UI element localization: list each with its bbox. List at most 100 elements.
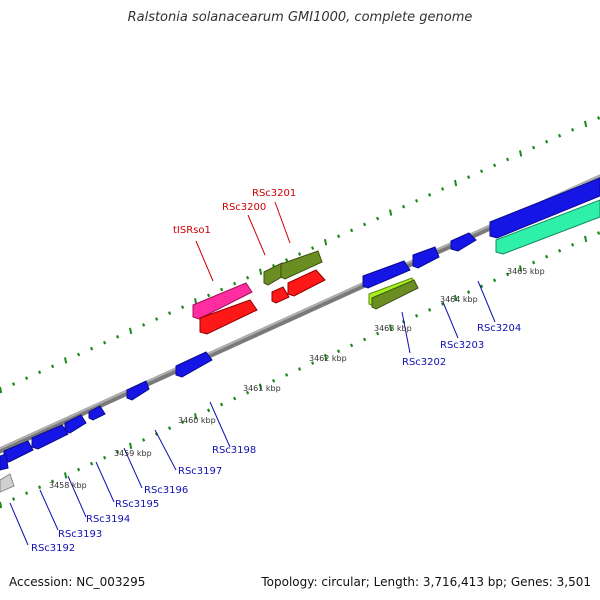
tick-mark <box>89 346 94 351</box>
tick-mark <box>245 275 250 280</box>
tick-mark <box>324 238 328 246</box>
tick-mark <box>219 402 224 407</box>
gene-label[interactable]: RSc3196 <box>144 485 188 496</box>
scale-label: 3460 kbp <box>178 416 216 425</box>
tick-mark <box>0 386 3 394</box>
gene-feature[interactable] <box>175 351 213 378</box>
gene-label[interactable]: RSc3203 <box>440 340 484 351</box>
scale-label: 3463 kbp <box>374 324 412 333</box>
tick-mark <box>454 294 458 302</box>
gene-label[interactable]: RSc3192 <box>31 543 75 554</box>
tick-mark <box>454 179 458 187</box>
tick-mark <box>219 287 224 292</box>
tick-mark <box>37 370 42 375</box>
is-element[interactable] <box>192 282 253 320</box>
tick-mark <box>271 378 276 383</box>
tick-mark <box>389 209 393 216</box>
gene-label[interactable]: RSc3195 <box>115 499 159 510</box>
gene-feature[interactable] <box>371 279 419 310</box>
tick-mark <box>505 157 510 162</box>
tick-mark <box>492 163 497 168</box>
tick-mark <box>180 420 185 425</box>
tick-mark <box>414 198 419 203</box>
gene-feature[interactable] <box>126 380 150 401</box>
tick-mark <box>362 337 367 342</box>
pseudo-gene[interactable] <box>271 286 290 304</box>
tick-mark <box>349 228 354 233</box>
tick-mark <box>76 467 81 472</box>
tick-mark <box>11 497 16 501</box>
scale-label: 3458 kbp <box>49 481 87 490</box>
tick-mark <box>115 449 120 454</box>
tick-mark <box>310 246 315 250</box>
tick-mark <box>479 169 484 174</box>
gene-feature[interactable] <box>495 199 600 255</box>
pseudo-gene[interactable] <box>287 269 326 297</box>
tick-mark <box>284 258 289 262</box>
tick-marks <box>0 116 600 509</box>
scale-label: 3461 kbp <box>243 384 281 393</box>
gene-feature[interactable] <box>489 177 600 239</box>
tick-mark <box>141 438 146 442</box>
tick-mark <box>206 408 211 413</box>
gene-feature[interactable] <box>412 246 440 269</box>
gene-label[interactable]: RSc3193 <box>58 529 102 540</box>
scale-label: 3465 kbp <box>507 267 545 276</box>
gene-feature[interactable] <box>0 473 15 493</box>
tick-mark <box>64 357 68 364</box>
tick-mark <box>180 305 185 310</box>
topology-summary: Topology: circular; Length: 3,716,413 bp… <box>261 575 591 589</box>
gene-label[interactable]: tISRso1 <box>173 225 211 236</box>
scale-labels: 3458 kbp 3459 kbp 3460 kbp 3461 kbp 3462… <box>49 267 545 490</box>
tick-mark <box>194 413 198 420</box>
tick-mark <box>76 352 81 357</box>
tick-mark <box>570 242 575 247</box>
tick-mark <box>427 193 432 197</box>
tick-mark <box>50 479 55 484</box>
tick-mark <box>479 284 484 289</box>
gene-feature[interactable] <box>450 232 477 252</box>
tick-mark <box>427 308 432 312</box>
tick-mark <box>440 302 445 306</box>
tick-mark <box>11 382 16 386</box>
tick-mark <box>167 426 172 430</box>
tick-mark <box>129 442 133 450</box>
tick-mark <box>466 175 471 179</box>
tick-mark <box>544 139 549 144</box>
tick-mark <box>596 231 600 235</box>
tick-mark <box>557 133 562 138</box>
reverse-genes <box>192 250 419 335</box>
tick-mark <box>24 491 29 496</box>
accession-text: Accession: NC_003295 <box>9 575 146 589</box>
gene-feature[interactable] <box>362 260 411 289</box>
tick-mark <box>336 234 341 239</box>
tick-mark <box>336 349 341 354</box>
tick-mark <box>284 373 289 377</box>
tick-mark <box>375 331 380 336</box>
tick-mark <box>259 383 263 390</box>
tick-mark <box>492 278 497 283</box>
gene-label[interactable]: RSc3202 <box>402 357 446 368</box>
tick-mark <box>129 327 133 335</box>
gene-label[interactable]: RSc3194 <box>86 514 130 525</box>
page-title: Ralstonia solanacearum GMI1000, complete… <box>127 10 473 25</box>
tick-mark <box>89 461 94 466</box>
tick-mark <box>375 216 380 221</box>
tick-mark <box>50 364 55 369</box>
tick-mark <box>141 323 146 327</box>
tick-mark <box>584 235 588 243</box>
pseudo-gene[interactable] <box>199 299 258 335</box>
tick-mark <box>297 367 302 371</box>
gene-feature[interactable] <box>0 453 9 471</box>
tick-mark <box>531 260 536 265</box>
gene-label[interactable]: RSc3198 <box>212 445 256 456</box>
gene-label[interactable]: RSc3197 <box>178 466 222 477</box>
gene-label[interactable]: RSc3200 <box>222 202 266 213</box>
gene-label[interactable]: RSc3204 <box>477 323 521 334</box>
gene-feature[interactable] <box>88 405 106 421</box>
gene-feature[interactable] <box>31 424 69 450</box>
gene-feature[interactable] <box>263 262 286 286</box>
gene-feature[interactable] <box>280 250 323 280</box>
gene-label[interactable]: RSc3201 <box>252 188 296 199</box>
